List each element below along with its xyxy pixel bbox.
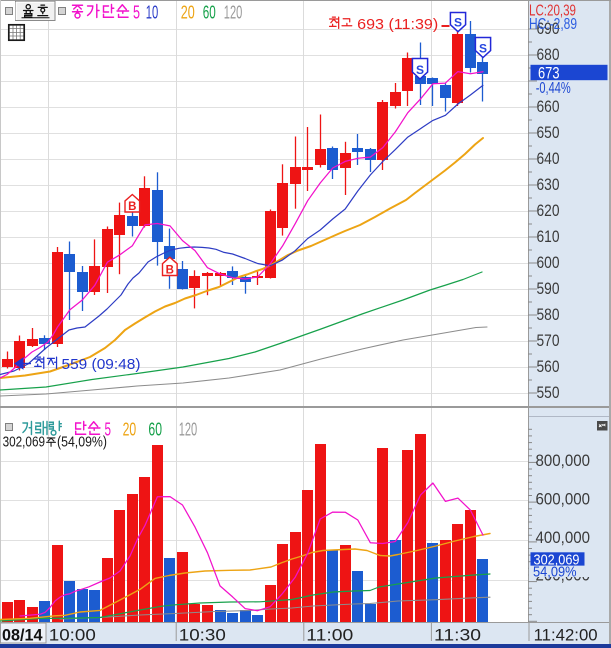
svg-text:680: 680 <box>537 46 560 64</box>
svg-text:11:42:00: 11:42:00 <box>534 625 598 644</box>
svg-text:5: 5 <box>133 2 140 22</box>
svg-text:10: 10 <box>146 2 159 22</box>
svg-text:08/14: 08/14 <box>2 626 43 644</box>
svg-text:10:00: 10:00 <box>49 625 96 644</box>
svg-text:S: S <box>454 16 462 30</box>
svg-text:630: 630 <box>537 176 560 194</box>
svg-text:B: B <box>128 201 136 213</box>
svg-text:HC:-2,89: HC:-2,89 <box>529 16 577 33</box>
svg-text:60: 60 <box>148 419 162 439</box>
svg-text:11:00: 11:00 <box>306 625 353 644</box>
svg-text:B: B <box>166 264 174 276</box>
svg-text:650: 650 <box>537 124 560 142</box>
svg-text:600: 600 <box>537 254 560 272</box>
svg-text:560: 560 <box>537 358 560 376</box>
svg-text:673: 673 <box>538 64 560 82</box>
svg-text:11:30: 11:30 <box>434 625 481 644</box>
svg-text:610: 610 <box>537 228 560 246</box>
svg-text:400,000: 400,000 <box>536 529 591 547</box>
svg-text:550: 550 <box>537 384 560 402</box>
svg-text:10:30: 10:30 <box>179 625 226 644</box>
svg-text:-0,44%: -0,44% <box>536 80 571 97</box>
svg-text:120: 120 <box>179 419 198 439</box>
svg-text:600,000: 600,000 <box>536 490 591 508</box>
svg-text:54,09%: 54,09% <box>533 564 577 581</box>
svg-text:20: 20 <box>181 2 195 22</box>
svg-text:800,000: 800,000 <box>536 452 591 470</box>
svg-text:120: 120 <box>224 2 243 22</box>
svg-text:LC:20,39: LC:20,39 <box>529 2 576 19</box>
svg-text:590: 590 <box>537 280 560 298</box>
svg-text:(54,09%): (54,09%) <box>57 434 107 450</box>
svg-text:570: 570 <box>537 332 560 350</box>
svg-text:S: S <box>416 63 424 77</box>
svg-text:559 (09:48): 559 (09:48) <box>62 357 141 373</box>
svg-text:302,069: 302,069 <box>534 551 580 568</box>
svg-text:690: 690 <box>537 20 560 38</box>
svg-text:S: S <box>479 41 487 55</box>
svg-text:660: 660 <box>537 98 560 116</box>
svg-text:620: 620 <box>537 202 560 220</box>
svg-text:5: 5 <box>105 419 112 439</box>
svg-text:302,069: 302,069 <box>3 434 45 450</box>
svg-text:60: 60 <box>203 2 216 22</box>
svg-text:693 (11:39): 693 (11:39) <box>357 17 438 33</box>
svg-text:580: 580 <box>537 306 560 324</box>
svg-text:20: 20 <box>123 419 137 439</box>
svg-text:640: 640 <box>537 150 560 168</box>
